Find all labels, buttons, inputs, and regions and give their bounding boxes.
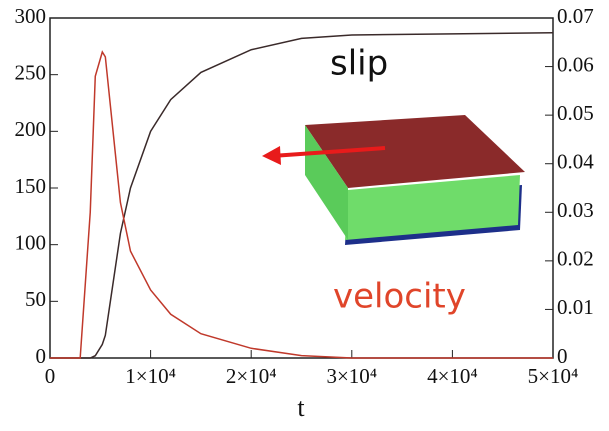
- x-axis-label: t: [297, 393, 305, 422]
- y-tick-label: 200: [15, 117, 47, 141]
- y2-tick-label: 0.02: [557, 247, 594, 271]
- y2-tick-label: 0.05: [557, 101, 594, 125]
- y2-tick-label: 0: [557, 344, 568, 368]
- y2-tick-label: 0.04: [557, 150, 594, 174]
- x-tick-label: 5×10⁴: [528, 364, 579, 388]
- series-line: [50, 50, 553, 359]
- y2-tick-label: 0.07: [557, 4, 594, 28]
- y-tick-label: 250: [15, 60, 47, 84]
- series-line: [50, 31, 554, 359]
- y-tick-label: 50: [25, 287, 46, 311]
- y-tick-label: 300: [15, 4, 47, 28]
- x-tick-label: 3×10⁴: [326, 364, 377, 388]
- y2-tick-label: 0.06: [557, 52, 594, 76]
- y-tick-label: 100: [15, 230, 47, 254]
- annotation: slip: [330, 44, 388, 84]
- y2-tick-label: 0.03: [557, 198, 594, 222]
- inset-image: [262, 115, 525, 245]
- x-tick-label: 4×10⁴: [427, 364, 478, 388]
- y-tick-label: 0: [36, 344, 47, 368]
- annotation: velocity: [333, 277, 466, 317]
- y-tick-label: 150: [15, 174, 47, 198]
- x-tick-label: 0: [45, 364, 56, 388]
- y2-tick-label: 0.01: [557, 295, 594, 319]
- x-tick-label: 2×10⁴: [226, 364, 277, 388]
- x-tick-label: 1×10⁴: [125, 364, 176, 388]
